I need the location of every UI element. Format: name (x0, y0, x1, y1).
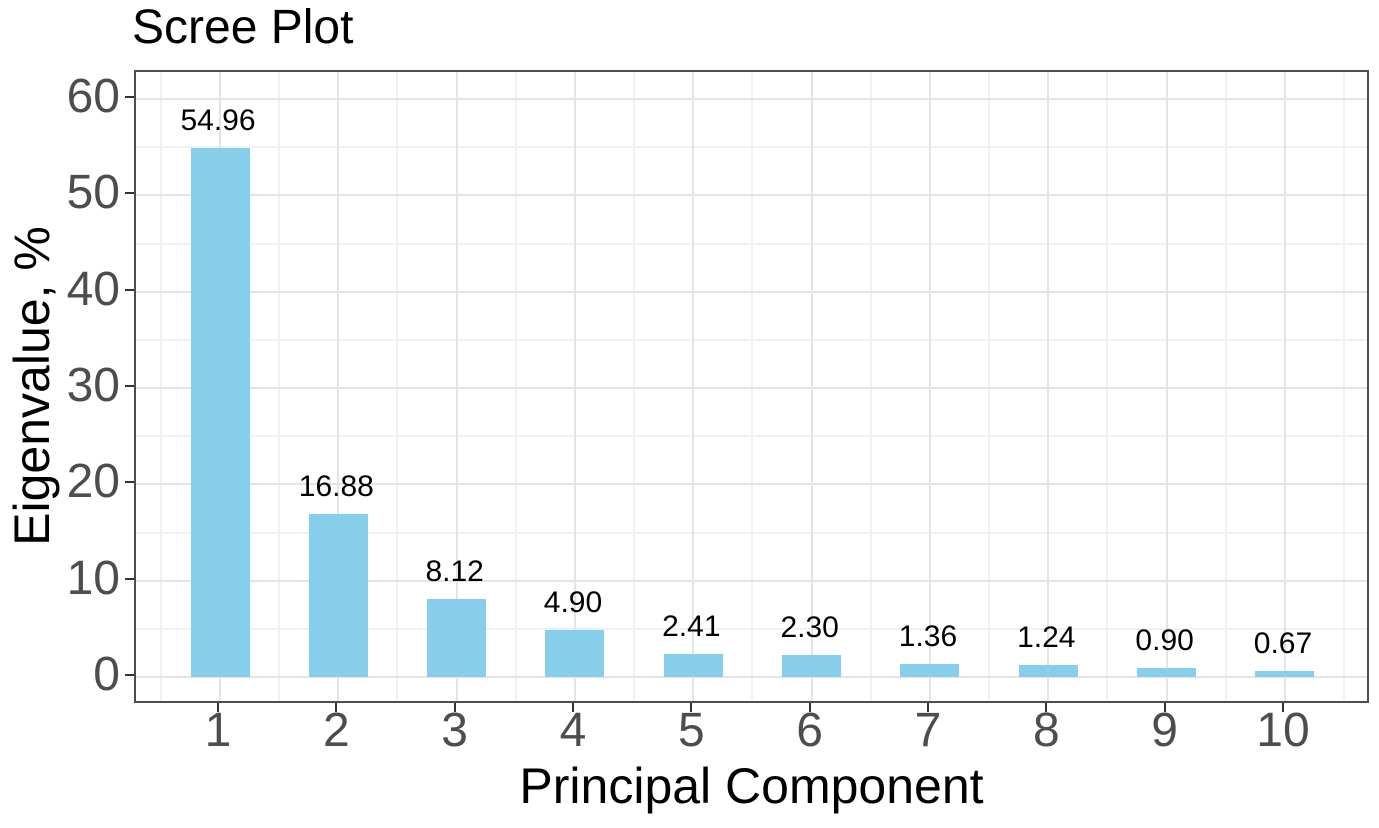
gridline-minor-horizontal (136, 242, 1367, 245)
bar-value-label: 0.90 (1135, 624, 1194, 658)
x-tick-mark (1163, 703, 1166, 712)
x-tick-label: 10 (1256, 704, 1310, 757)
x-tick-label: 7 (914, 704, 942, 757)
bar-pc8 (1018, 665, 1078, 677)
x-tick-mark (453, 703, 456, 712)
y-tick-mark (125, 96, 134, 98)
y-tick-label: 60 (66, 70, 120, 123)
x-tick-label: 9 (1151, 704, 1178, 757)
x-tick-mark (1281, 703, 1284, 712)
gridline-major-vertical (928, 72, 931, 701)
y-tick-mark (125, 481, 134, 484)
x-tick-mark (690, 703, 693, 712)
y-tick-label: 10 (66, 551, 120, 605)
plot-panel (134, 70, 1369, 703)
gridline-minor-vertical (396, 72, 399, 701)
gridline-minor-vertical (1224, 72, 1227, 701)
x-tick-mark (571, 703, 574, 712)
gridline-major-vertical (1283, 72, 1286, 701)
bar-pc2 (308, 514, 368, 677)
x-tick-label: 8 (1032, 704, 1060, 757)
x-tick-label: 5 (677, 704, 705, 757)
bar-pc4 (545, 629, 605, 677)
y-tick-mark (125, 674, 134, 676)
y-tick-mark (125, 577, 134, 580)
bar-pc1 (190, 147, 250, 677)
y-tick-mark (125, 288, 134, 291)
x-axis-title: Principal Component (519, 758, 984, 814)
bar-value-label: 0.67 (1253, 626, 1313, 660)
gridline-major-horizontal (136, 387, 1367, 389)
gridline-minor-horizontal (136, 627, 1367, 630)
y-tick-mark (125, 385, 134, 387)
gridline-major-horizontal (136, 676, 1367, 678)
bar-pc6 (782, 654, 842, 677)
y-tick-label: 50 (66, 166, 120, 220)
gridline-major-vertical (573, 72, 576, 701)
gridline-minor-horizontal (136, 146, 1367, 149)
bar-value-label: 8.12 (425, 554, 484, 588)
bar-pc7 (900, 663, 960, 677)
gridline-minor-horizontal (136, 338, 1367, 341)
y-tick-label: 0 (93, 648, 120, 701)
bar-value-label: 1.24 (1017, 621, 1076, 655)
x-tick-mark (335, 703, 338, 712)
gridline-minor-vertical (1106, 72, 1109, 701)
x-tick-mark (808, 703, 811, 712)
x-tick-label: 6 (796, 704, 823, 757)
gridline-major-horizontal (136, 98, 1367, 100)
x-tick-label: 2 (322, 704, 350, 757)
bar-pc10 (1255, 670, 1315, 677)
gridline-major-vertical (1165, 72, 1168, 701)
x-tick-mark (926, 703, 929, 712)
gridline-major-horizontal (136, 194, 1367, 197)
gridline-major-vertical (337, 72, 340, 701)
gridline-minor-vertical (278, 72, 281, 701)
gridline-minor-horizontal (136, 435, 1367, 438)
gridline-minor-horizontal (136, 531, 1367, 534)
bar-value-label: 4.90 (543, 585, 603, 619)
gridline-minor-vertical (1343, 72, 1346, 701)
gridline-major-vertical (692, 72, 695, 701)
gridline-major-horizontal (136, 483, 1367, 486)
gridline-minor-vertical (159, 72, 162, 701)
gridline-minor-vertical (514, 72, 517, 701)
chart-title: Scree Plot (132, 1, 354, 54)
bar-pc3 (427, 598, 487, 677)
x-tick-mark (1045, 703, 1048, 712)
gridline-minor-vertical (988, 72, 991, 701)
x-tick-label: 3 (441, 704, 468, 757)
gridline-major-horizontal (136, 290, 1367, 293)
bar-pc9 (1137, 668, 1197, 677)
gridline-major-horizontal (136, 579, 1367, 582)
y-tick-label: 20 (66, 455, 120, 509)
x-tick-mark (217, 703, 219, 712)
bar-value-label: 54.96 (180, 103, 256, 137)
gridline-major-vertical (455, 72, 458, 701)
gridline-major-vertical (1047, 72, 1050, 701)
bar-value-label: 16.88 (298, 470, 374, 504)
bar-pc5 (663, 653, 723, 677)
gridline-major-vertical (810, 72, 813, 701)
y-tick-mark (125, 192, 134, 195)
y-tick-label: 40 (66, 262, 120, 316)
bar-value-label: 2.41 (662, 609, 721, 643)
gridline-minor-vertical (869, 72, 872, 701)
bar-value-label: 2.30 (780, 610, 839, 644)
x-tick-label: 1 (204, 704, 232, 757)
y-tick-label: 30 (66, 359, 120, 412)
x-tick-label: 4 (559, 704, 587, 757)
gridline-minor-vertical (633, 72, 636, 701)
bar-value-label: 1.36 (898, 619, 958, 653)
gridline-minor-vertical (751, 72, 754, 701)
